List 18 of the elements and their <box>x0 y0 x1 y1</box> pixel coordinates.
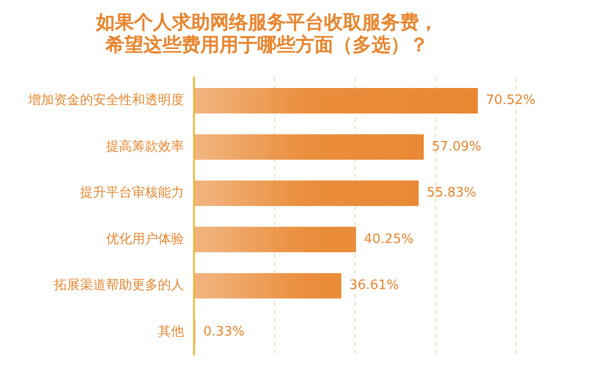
y-tick-label: 提高筹款效率 <box>106 138 184 154</box>
data-label: 55.83% <box>426 186 476 201</box>
data-label: 0.33% <box>203 324 245 340</box>
y-tick-label: 提升平台审核能力 <box>80 184 184 201</box>
y-tick-label: 拓展渠道帮助更多的人 <box>53 278 184 294</box>
data-label: 57.09% <box>432 139 482 154</box>
data-label: 40.25% <box>364 232 414 247</box>
data-label: 70.52% <box>486 93 536 108</box>
bar <box>194 88 478 114</box>
y-tick-label: 增加资金的安全性和透明度 <box>27 92 184 108</box>
y-tick-label: 其他 <box>158 324 184 340</box>
bar <box>194 273 342 299</box>
y-tick-label: 优化用户体验 <box>106 232 184 247</box>
bar <box>194 134 424 160</box>
bar <box>194 180 419 206</box>
chart-title: 如果个人求助网络服务平台收取服务费，希望这些费用用于哪些方面（多选）？ <box>95 11 438 56</box>
bar <box>194 226 356 252</box>
data-label: 36.61% <box>349 278 399 294</box>
